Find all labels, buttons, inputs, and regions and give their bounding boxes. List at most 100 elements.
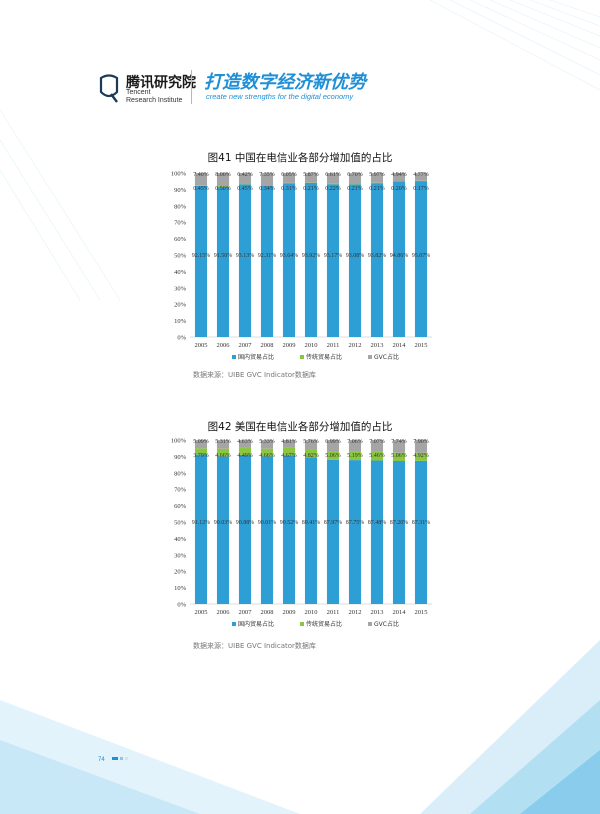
bar-segment-domestic <box>304 457 318 604</box>
data-label-gvc: 6.70% <box>347 172 363 178</box>
bar-segment-traditional <box>348 451 362 461</box>
bar-segment-gvc <box>238 173 252 184</box>
data-label-gvc: 6.05% <box>281 172 297 178</box>
bar-segment-gvc <box>238 440 252 448</box>
y-tick-label: 50% <box>174 520 187 527</box>
x-tick-label: 2015 <box>415 609 428 616</box>
bar-segment-traditional <box>282 182 296 184</box>
data-label-gvc: 6.61% <box>325 172 341 178</box>
data-label-domestic: 93.08% <box>346 253 365 259</box>
x-tick-label: 2011 <box>327 342 340 349</box>
chart-title-41: 图41 中国在电信业各部分增加值的占比 <box>207 152 393 164</box>
bar-segment-domestic <box>194 185 208 337</box>
legend-label: 国内贸易占比 <box>238 620 274 628</box>
page-header: 腾讯研究院 Tencent Research Institute 打造数字经济新… <box>98 70 558 110</box>
bar-segment-gvc <box>216 440 230 449</box>
bar-segment-traditional <box>392 452 406 461</box>
y-tick-label: 30% <box>174 285 187 292</box>
bar-segment-domestic <box>414 460 428 604</box>
x-tick-label: 2012 <box>349 609 362 616</box>
bar-segment-traditional <box>370 451 384 461</box>
data-label-domestic: 91.50% <box>214 253 233 259</box>
bar-segment-gvc <box>370 439 384 452</box>
y-tick-label: 10% <box>174 318 187 325</box>
bar-segment-gvc <box>326 173 340 184</box>
data-label-traditional: 0.22% <box>325 186 341 192</box>
legend-swatch <box>300 622 304 626</box>
bar-segment-gvc <box>304 173 318 183</box>
data-label-traditional: 0.34% <box>259 186 275 192</box>
bar-segment-gvc <box>348 173 362 185</box>
x-tick-label: 2010 <box>305 342 318 349</box>
bar-segment-domestic <box>260 456 274 604</box>
data-label-gvc: 7.74% <box>391 439 407 445</box>
chart-source-41: 数据来源：UIBE GVC Indicator数据库 <box>193 371 316 379</box>
bar-segment-domestic <box>370 183 384 337</box>
bar-segment-domestic <box>282 183 296 337</box>
bar-segment-traditional <box>216 448 230 457</box>
data-label-domestic: 87.20% <box>390 520 409 526</box>
data-label-gvc: 5.87% <box>303 172 319 178</box>
data-label-traditional: 5.19% <box>347 453 363 459</box>
data-label-traditional: 5.46% <box>369 453 385 459</box>
data-label-gvc: 4.77% <box>413 172 429 178</box>
y-tick-label: 70% <box>174 487 187 494</box>
chart-41: 0% 10% 20% 30% 40% 50% 60% 70% 80% 90% 100% 2005 92.… <box>171 171 432 361</box>
data-label-gvc: 5.97% <box>369 172 385 178</box>
legend-label: 传统贸易占比 <box>306 353 342 361</box>
data-label-domestic: 90.88% <box>236 520 255 526</box>
bar-segment-domestic <box>282 455 296 604</box>
bar-segment-domestic <box>414 181 428 337</box>
legend-label: GVC占比 <box>374 353 399 361</box>
legend-label: 国内贸易占比 <box>238 353 274 361</box>
data-label-gvc: 7.35% <box>259 172 275 178</box>
bar-segment-traditional <box>260 185 274 186</box>
data-label-domestic: 92.15% <box>192 253 211 259</box>
slogan-title: 打造数字经济新优势 <box>204 72 366 93</box>
data-label-domestic: 87.48% <box>368 520 387 526</box>
y-tick-label: 90% <box>174 454 187 461</box>
bar-segment-traditional <box>238 447 252 455</box>
bar-segment-traditional <box>414 452 428 461</box>
x-tick-label: 2006 <box>217 609 231 616</box>
data-label-gvc: 8.00% <box>215 172 231 178</box>
legend-swatch <box>232 622 236 626</box>
data-label-gvc: 7.40% <box>193 172 209 178</box>
y-tick-label: 60% <box>174 503 187 510</box>
x-tick-label: 2007 <box>239 609 253 616</box>
data-label-gvc: 5.33% <box>259 439 275 445</box>
y-tick-label: 80% <box>174 470 187 477</box>
bar-segment-domestic <box>392 181 406 337</box>
legend-swatch <box>232 355 236 359</box>
chart-source-42: 数据来源：UIBE GVC Indicator数据库 <box>193 642 316 650</box>
bar-segment-gvc <box>326 439 340 452</box>
y-tick-label: 60% <box>174 236 187 243</box>
data-label-domestic: 95.07% <box>412 253 431 259</box>
data-label-domestic: 93.13% <box>236 253 255 259</box>
bar-segment-gvc <box>260 440 274 449</box>
y-tick-label: 90% <box>174 187 187 194</box>
bar-segment-gvc <box>392 440 406 453</box>
bar-segment-domestic <box>326 459 340 604</box>
data-label-gvc: 5.31% <box>215 439 231 445</box>
data-label-domestic: 87.75% <box>346 520 365 526</box>
y-tick-label: 30% <box>174 552 187 559</box>
x-tick-label: 2013 <box>371 342 384 349</box>
legend-swatch <box>300 355 304 359</box>
x-tick-label: 2014 <box>393 609 407 616</box>
y-tick-label: 20% <box>174 569 187 576</box>
bar-segment-traditional <box>238 183 252 185</box>
data-label-traditional: 0.21% <box>369 186 385 192</box>
data-label-domestic: 93.17% <box>324 253 343 259</box>
bar-segment-domestic <box>370 460 384 604</box>
bar-segment-traditional <box>260 448 274 457</box>
data-label-domestic: 94.86% <box>390 253 409 259</box>
bar-segment-gvc <box>370 173 384 183</box>
y-tick-label: 0% <box>177 335 186 342</box>
bar-segment-gvc <box>260 173 274 186</box>
legend-label: GVC占比 <box>374 620 399 628</box>
bar-segment-domestic <box>216 186 230 337</box>
bar-segment-gvc <box>414 172 428 181</box>
chart-title-42: 图42 美国在电信业各部分增加值的占比 <box>207 421 393 433</box>
bar-segment-gvc <box>414 439 428 453</box>
